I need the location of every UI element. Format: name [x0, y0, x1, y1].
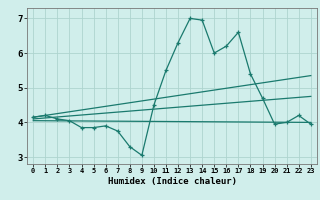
X-axis label: Humidex (Indice chaleur): Humidex (Indice chaleur)	[108, 177, 236, 186]
